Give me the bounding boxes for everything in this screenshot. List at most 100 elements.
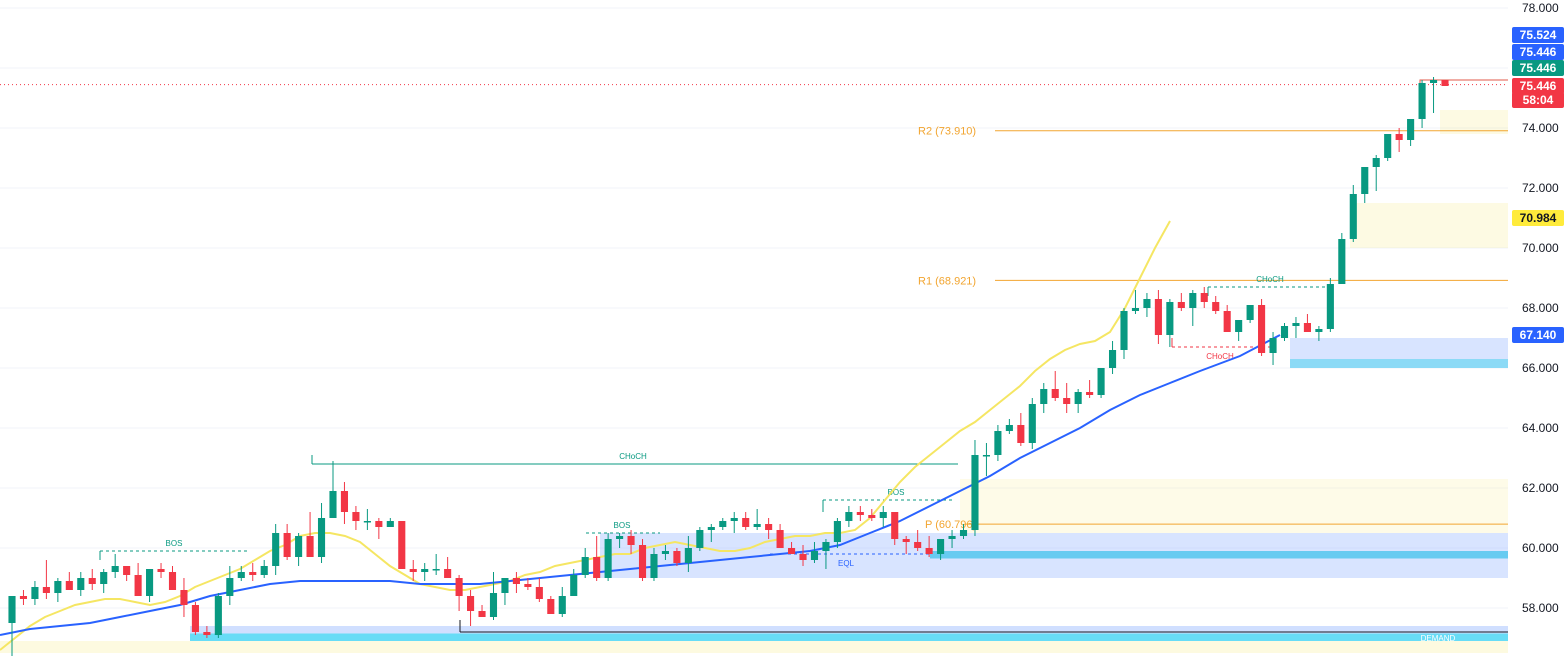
candle-body bbox=[1086, 392, 1094, 395]
candle-body bbox=[581, 557, 589, 575]
structure-label: BOS bbox=[614, 521, 631, 530]
candle bbox=[501, 578, 509, 605]
demand-zone bbox=[1290, 359, 1508, 368]
candle bbox=[1028, 398, 1036, 449]
candle bbox=[982, 443, 990, 476]
candle bbox=[673, 548, 681, 566]
candle bbox=[398, 521, 406, 569]
candle-body bbox=[593, 557, 601, 578]
candle-body bbox=[444, 569, 452, 578]
candle bbox=[1384, 134, 1392, 161]
candle bbox=[742, 512, 750, 530]
candle-body bbox=[558, 596, 566, 614]
candle-body bbox=[1200, 293, 1208, 302]
candle bbox=[730, 512, 738, 533]
candle-body bbox=[1429, 80, 1438, 83]
candle-body bbox=[1063, 398, 1071, 404]
candle-body bbox=[1143, 299, 1151, 308]
candle bbox=[650, 548, 658, 581]
candle-body bbox=[1338, 239, 1346, 284]
candle bbox=[1143, 293, 1151, 317]
candle-body bbox=[833, 521, 841, 542]
price-tick-label: 62.000 bbox=[1522, 481, 1559, 495]
candle-body bbox=[352, 512, 360, 521]
candle bbox=[1040, 383, 1048, 413]
candle bbox=[994, 425, 1002, 461]
candle-body bbox=[1280, 326, 1289, 338]
candle-body bbox=[19, 596, 28, 599]
candlestick-series bbox=[8, 77, 1449, 656]
candle bbox=[845, 506, 853, 527]
candle-body bbox=[902, 539, 910, 542]
candle-body bbox=[753, 524, 761, 527]
candle-body bbox=[948, 536, 956, 539]
candle-body bbox=[191, 605, 199, 632]
candle-body bbox=[168, 572, 177, 590]
price-tick-label: 66.000 bbox=[1522, 361, 1559, 375]
candle bbox=[1280, 323, 1289, 341]
candle bbox=[467, 590, 475, 626]
candle bbox=[237, 566, 245, 581]
candle-body bbox=[1326, 284, 1334, 329]
candle bbox=[959, 524, 968, 539]
candle-body bbox=[1292, 323, 1300, 326]
candle-body bbox=[272, 533, 280, 566]
candle bbox=[535, 578, 543, 602]
candle bbox=[1086, 380, 1094, 398]
candle bbox=[787, 542, 796, 554]
candle bbox=[363, 509, 371, 530]
candle bbox=[1200, 287, 1208, 308]
candle bbox=[111, 554, 119, 578]
candle-body bbox=[260, 566, 268, 575]
candle bbox=[421, 563, 429, 581]
candle-body bbox=[77, 578, 85, 590]
candle-body bbox=[535, 587, 543, 599]
candle-body bbox=[1097, 368, 1105, 395]
candle bbox=[226, 566, 234, 605]
candle bbox=[719, 518, 727, 530]
candle-body bbox=[1177, 302, 1185, 308]
candle bbox=[937, 539, 945, 560]
candle bbox=[1131, 290, 1140, 314]
demand-zone bbox=[190, 633, 1508, 641]
price-tick-label: 60.000 bbox=[1522, 541, 1559, 555]
candle bbox=[123, 566, 131, 581]
demand-zone bbox=[930, 551, 1508, 559]
candle bbox=[558, 587, 566, 617]
candle-body bbox=[1028, 404, 1036, 443]
candle bbox=[1303, 314, 1311, 332]
candle bbox=[191, 602, 199, 635]
candle bbox=[77, 572, 85, 596]
candle-body bbox=[914, 542, 922, 548]
demand-label: DEMAND bbox=[1421, 634, 1456, 643]
candle-body bbox=[8, 596, 16, 623]
candle-body bbox=[501, 578, 509, 593]
candle-body bbox=[512, 578, 520, 584]
candle bbox=[1361, 167, 1369, 203]
candle bbox=[283, 524, 291, 560]
candle-body bbox=[1051, 389, 1059, 398]
pivot-label: P (60.796) bbox=[925, 519, 976, 531]
candle bbox=[1108, 341, 1117, 374]
candle bbox=[306, 512, 314, 557]
structure-label: CHoCH bbox=[619, 452, 647, 461]
candle-body bbox=[627, 536, 635, 545]
demand-zone bbox=[1290, 338, 1508, 359]
candle-body bbox=[616, 536, 624, 539]
candle-body bbox=[879, 512, 887, 518]
candle bbox=[638, 539, 647, 581]
candle bbox=[512, 572, 520, 593]
candle bbox=[765, 518, 773, 539]
candle bbox=[54, 578, 62, 602]
price-tick-label: 68.000 bbox=[1522, 301, 1559, 315]
moving-averages bbox=[0, 220, 1281, 651]
structure-label: EQL bbox=[838, 559, 855, 568]
candle-body bbox=[856, 512, 864, 515]
candle bbox=[489, 572, 498, 620]
candle-body bbox=[971, 455, 979, 530]
candle bbox=[1338, 233, 1346, 284]
candle bbox=[616, 533, 624, 548]
price-tick-label: 72.000 bbox=[1522, 181, 1559, 195]
candle bbox=[19, 590, 28, 605]
